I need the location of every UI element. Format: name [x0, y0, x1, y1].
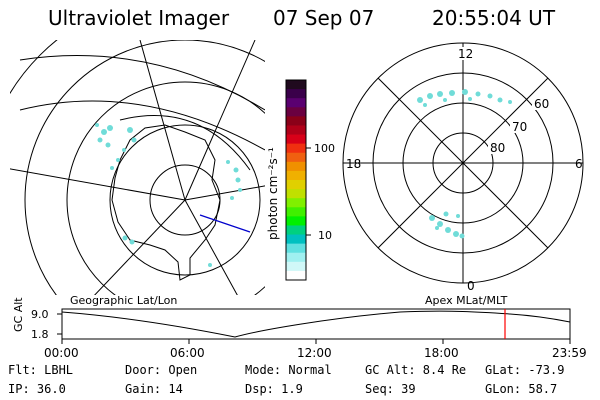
time-label: 20:55:04 UT: [432, 6, 556, 30]
colorbar-segment: [286, 170, 306, 181]
lat-circle: [109, 124, 261, 276]
colorbar-segment: [286, 225, 306, 236]
colorbar-gradient: [286, 80, 306, 281]
mag-grid-arc: [19, 100, 265, 151]
colorbar-segment: [286, 143, 306, 154]
mag-grid-arc: [119, 115, 251, 171]
mode-value: Mode: Normal: [245, 363, 332, 377]
aurora-emission-left: [95, 123, 242, 267]
altitude-timeline: GC Alt 9.0 1.8 00:00 06:00 12:00 18:00 2…: [12, 297, 587, 360]
ip-value: IP: 36.0: [8, 382, 66, 396]
lat-label-80: 80: [490, 141, 505, 155]
mlt-label-0: 0: [467, 279, 475, 293]
lat-label-60: 60: [534, 97, 549, 111]
seq-value: Seq: 39: [365, 382, 416, 396]
colorbar-segment: [286, 243, 306, 254]
timeline-x-tick: 18:00: [424, 346, 459, 360]
mlt-label-12: 12: [458, 47, 473, 61]
date-label: 07 Sep 07: [273, 6, 375, 30]
timeline-y-tick-9: 9.0: [31, 308, 49, 321]
colorbar-segment: [286, 180, 306, 190]
colorbar-segment: [286, 234, 306, 245]
timeline-x-tick: 12:00: [297, 346, 332, 360]
instrument-title: Ultraviolet Imager: [48, 6, 230, 30]
dsp-value: Dsp: 1.9: [245, 382, 303, 396]
glat-value: GLat: -73.9: [485, 363, 565, 377]
terminator-line: [199, 214, 251, 233]
altitude-curve: [61, 310, 571, 338]
meridian: [94, 199, 186, 295]
polar-plot: [342, 42, 584, 284]
title-bar: Ultraviolet Imager 07 Sep 07 20:55:04 UT: [0, 4, 600, 32]
polar-labels: 12 0 18 6 60 70 80: [346, 47, 583, 293]
colorbar-segment: [286, 134, 306, 145]
colorbar: 100 10 photon cm⁻²s⁻¹: [266, 79, 335, 281]
gc-alt-value: GC Alt: 8.4 Re: [365, 363, 467, 377]
colorbar-segment: [286, 198, 306, 208]
timeline-x-tick: 23:59: [552, 346, 587, 360]
apex-caption: Apex MLat/MLT: [425, 294, 508, 307]
antarctica-coastline: [111, 124, 221, 281]
timeline-x-tick: 00:00: [44, 346, 79, 360]
meridian: [184, 40, 256, 201]
mlt-line-diag: [377, 77, 549, 249]
timeline-y-axis-label: GC Alt: [12, 297, 25, 332]
colorbar-segment: [286, 261, 306, 272]
mag-grid-arc: [19, 55, 265, 111]
meridian: [139, 40, 186, 201]
colorbar-segment: [286, 189, 306, 199]
colorbar-segment: [286, 152, 306, 163]
meridian: [10, 168, 186, 201]
colorbar-segment: [286, 252, 306, 263]
aurora-emission-right: [417, 89, 512, 239]
colorbar-segment: [286, 216, 306, 226]
timeline-x-tick: 06:00: [170, 346, 205, 360]
meridian: [184, 199, 238, 295]
geographic-map: [10, 40, 265, 295]
colorbar-segment: [286, 107, 306, 117]
colorbar-segment: [286, 207, 306, 217]
colorbar-frame: [285, 79, 307, 281]
meridian: [184, 185, 265, 201]
lat-circle: [66, 81, 265, 295]
colorbar-axis-label: photon cm⁻²s⁻¹: [266, 147, 280, 240]
colorbar-tick-label-100: 100: [314, 142, 335, 155]
mlt-label-6: 6: [575, 157, 583, 171]
colorbar-segment: [286, 116, 306, 126]
lat-circle: [10, 40, 58, 95]
glon-value: GLon: 58.7: [485, 382, 558, 396]
timeline-frame: [61, 308, 571, 340]
door-value: Door: Open: [125, 363, 198, 377]
timeline-y-tick-1-8: 1.8: [31, 328, 49, 341]
timeline-ticks: [57, 313, 571, 344]
colorbar-segment: [286, 98, 306, 108]
mlt-label-18: 18: [346, 157, 361, 171]
colorbar-segment: [286, 80, 306, 90]
lat-circle: [24, 40, 265, 295]
colorbar-segment: [286, 125, 306, 136]
colorbar-segment: [286, 270, 306, 281]
geographic-caption: Geographic Lat/Lon: [70, 294, 177, 307]
lat-label-70: 70: [512, 120, 527, 134]
colorbar-segment: [286, 161, 306, 172]
status-footer: Flt: LBHL Door: Open Mode: Normal GC Alt…: [8, 361, 598, 399]
gain-value: Gain: 14: [125, 382, 183, 396]
flt-value: Flt: LBHL: [8, 363, 74, 377]
colorbar-segment: [286, 89, 306, 99]
colorbar-tick-label-10: 10: [318, 229, 332, 242]
